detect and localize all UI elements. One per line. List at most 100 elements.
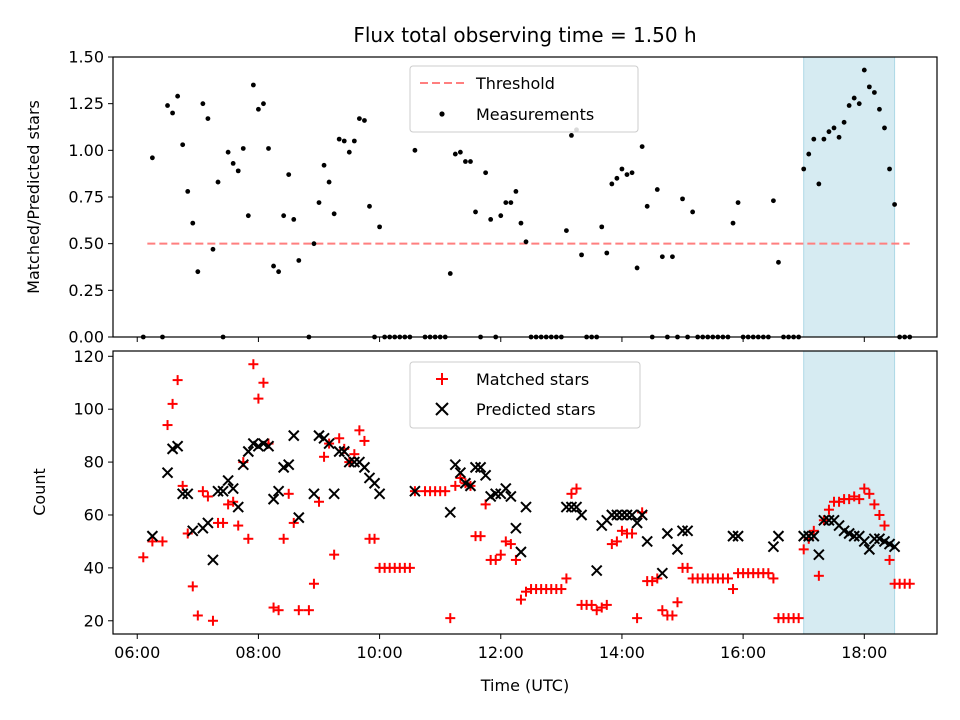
predicted-star-point xyxy=(575,509,588,521)
matched-star-point xyxy=(308,578,319,589)
measurement-point xyxy=(654,187,660,192)
predicted-star-point xyxy=(217,485,229,497)
x-tick-label: 10:00 xyxy=(357,643,403,662)
matched-star-point xyxy=(808,525,819,536)
matched-star-point xyxy=(268,602,279,613)
measurement-point xyxy=(185,189,191,194)
matched-star-point xyxy=(521,586,532,597)
matched-star-point xyxy=(586,599,597,610)
measurement-point xyxy=(483,170,489,176)
measurement-point xyxy=(225,149,231,155)
predicted-star-point xyxy=(797,530,810,542)
bottom-y-tick-label: 20 xyxy=(84,611,104,630)
matched-star-point xyxy=(763,568,774,579)
predicted-star-point xyxy=(267,493,280,505)
matched-star-point xyxy=(611,536,622,547)
predicted-star-point xyxy=(631,517,643,529)
measurement-point xyxy=(816,181,822,187)
measurement-point xyxy=(452,151,458,157)
top-legend-box xyxy=(409,65,639,133)
predicted-star-point xyxy=(409,485,421,497)
measurement-point xyxy=(659,254,665,260)
predicted-star-point xyxy=(237,459,249,471)
matched-star-point xyxy=(904,578,915,589)
measurement-point xyxy=(230,161,236,166)
predicted-star-point xyxy=(232,501,244,513)
predicted-star-point xyxy=(681,525,694,537)
measurement-point xyxy=(619,166,625,172)
matched-star-point xyxy=(450,480,461,491)
matched-star-point xyxy=(879,520,890,531)
predicted-star-point xyxy=(671,543,684,556)
measurement-point xyxy=(210,246,216,252)
matched-star-point xyxy=(854,494,865,505)
matched-star-point xyxy=(864,488,875,499)
predicted-star-point xyxy=(616,509,628,521)
measurement-point xyxy=(215,179,221,185)
measurement-point xyxy=(670,254,675,260)
measurement-point xyxy=(286,172,292,178)
top-y-tick-label: 1.25 xyxy=(68,94,104,113)
predicted-star-point xyxy=(343,456,356,468)
matched-star-point xyxy=(167,398,178,409)
matched-star-point xyxy=(157,536,168,547)
matched-star-point xyxy=(218,517,229,528)
predicted-star-point xyxy=(676,525,689,537)
x-tick-label: 06:00 xyxy=(114,643,160,662)
matched-star-point xyxy=(354,425,365,436)
legend-matched-swatch xyxy=(436,373,448,385)
matched-star-point xyxy=(793,613,804,624)
bottom-y-tick-label: 120 xyxy=(73,347,104,366)
predicted-star-point xyxy=(348,456,361,468)
measurement-point xyxy=(195,269,201,275)
measurement-point xyxy=(261,101,266,107)
predicted-star-point xyxy=(888,541,901,553)
predicted-star-point xyxy=(328,488,340,500)
predicted-star-point xyxy=(505,490,517,503)
matched-star-point xyxy=(798,544,809,555)
measurement-point xyxy=(624,172,630,178)
measurement-point xyxy=(321,162,327,168)
predicted-star-point xyxy=(464,480,477,492)
measurement-point xyxy=(771,198,776,204)
measurement-point xyxy=(149,155,155,161)
measurement-point xyxy=(488,217,494,222)
measurement-point xyxy=(821,136,827,142)
measurement-point xyxy=(871,90,877,95)
matched-star-point xyxy=(667,610,678,621)
measurement-point xyxy=(336,136,342,142)
bottom-legend: Matched stars Predicted stars xyxy=(409,361,641,429)
matched-star-point xyxy=(223,499,234,510)
top-y-tick-label: 0.00 xyxy=(68,328,104,347)
matched-star-point xyxy=(455,472,466,483)
measurement-point xyxy=(836,134,842,140)
measurement-point xyxy=(346,149,352,155)
predicted-star-point xyxy=(565,501,578,513)
predicted-star-point xyxy=(570,501,583,513)
matched-star-point xyxy=(566,488,577,499)
predicted-star-point xyxy=(308,488,320,500)
legend-predicted-swatch xyxy=(435,402,449,416)
measurement-point xyxy=(735,200,741,206)
measurement-point xyxy=(680,196,685,202)
predicted-star-point xyxy=(636,509,648,521)
measurement-point xyxy=(362,118,367,123)
measurement-point xyxy=(281,213,287,219)
measurement-point xyxy=(175,93,181,99)
matched-star-point xyxy=(233,520,244,531)
top-y-tick-label: 0.75 xyxy=(68,188,104,207)
predicted-star-point xyxy=(469,461,482,474)
predicted-star-point xyxy=(848,530,860,542)
matched-star-point xyxy=(369,533,380,544)
matched-star-point xyxy=(652,573,663,584)
predicted-star-point xyxy=(515,546,527,558)
measurement-point xyxy=(503,200,509,206)
measurement-point xyxy=(256,106,261,112)
predicted-star-point xyxy=(368,477,381,489)
measurement-point xyxy=(463,159,468,164)
measurement-point xyxy=(887,166,892,172)
predicted-star-point xyxy=(656,567,669,579)
measurement-point xyxy=(856,101,862,107)
x-tick-label: 14:00 xyxy=(599,643,645,662)
matched-star-point xyxy=(616,525,627,536)
